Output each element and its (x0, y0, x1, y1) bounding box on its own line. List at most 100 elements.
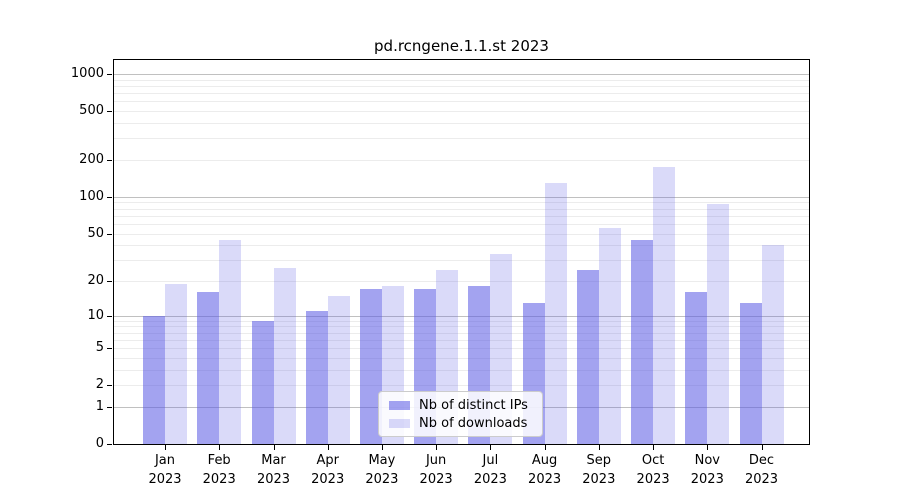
y-tick-1000 (107, 74, 112, 75)
bar-downloads-sep (598, 228, 621, 444)
x-tick-label-oct: Oct 2023 (622, 452, 684, 489)
x-tick-label-sep: Sep 2023 (568, 452, 630, 489)
y-tick-label-100: 100 (79, 188, 104, 204)
y-tick-0 (107, 444, 112, 445)
x-tick-label-apr: Apr 2023 (297, 452, 359, 489)
x-label-year-may: 2023 (365, 471, 399, 487)
gridline-minor-6 (114, 339, 809, 341)
gridline-minor-30 (114, 260, 809, 262)
x-label-month-may: May (368, 453, 396, 468)
bar-downloads-dec (761, 245, 784, 444)
bar-distinct-ips-dec (739, 302, 762, 444)
x-tick-label-aug: Aug 2023 (514, 452, 576, 489)
x-tick-label-dec: Dec 2023 (731, 452, 793, 489)
gridline-minor-50 (114, 233, 809, 235)
x-label-month-jan: Jan (154, 453, 176, 468)
x-label-year-mar: 2023 (256, 471, 291, 487)
x-tick-may (381, 445, 383, 450)
bar-distinct-ips-apr (305, 310, 328, 444)
gridline-minor-7 (114, 332, 809, 334)
gridline-minor-90 (114, 202, 809, 204)
x-tick-label-feb: Feb 2023 (188, 452, 250, 489)
x-label-year-jan: 2023 (148, 471, 182, 487)
x-label-month-apr: Apr (316, 453, 339, 468)
bar-downloads-apr (327, 295, 350, 444)
x-label-year-jul: 2023 (473, 471, 507, 487)
bar-downloads-aug (544, 183, 567, 444)
x-tick-label-jun: Jun 2023 (405, 452, 467, 489)
x-label-month-jun: Jun (425, 453, 447, 468)
gridlines-layer (114, 60, 809, 444)
x-tick-label-mar: Mar 2023 (243, 452, 305, 489)
legend-swatch-distinct-ips (389, 400, 410, 410)
y-tick-label-50: 50 (87, 225, 104, 241)
gridline-minor-600 (114, 101, 809, 103)
x-label-month-jul: Jul (482, 453, 499, 468)
bar-distinct-ips-feb (197, 292, 220, 444)
gridline-minor-20 (114, 281, 809, 282)
bar-downloads-oct (653, 166, 676, 444)
y-tick-label-20: 20 (87, 273, 104, 288)
gridline-minor-9 (114, 320, 809, 322)
y-tick-label-1000: 1000 (70, 66, 104, 81)
x-tick-nov (707, 445, 709, 450)
gridline-minor-400 (114, 123, 809, 124)
gridline-major-1000 (114, 74, 809, 75)
x-tick-label-jan: Jan 2023 (134, 452, 196, 489)
x-label-year-nov: 2023 (690, 471, 724, 487)
x-label-month-sep: Sep (586, 453, 612, 468)
x-tick-label-nov: Nov 2023 (676, 452, 738, 489)
gridline-major-10 (114, 315, 809, 317)
plot-area: Nb of distinct IPs Nb of downloads (113, 59, 810, 445)
y-tick-10 (107, 315, 112, 317)
x-tick-oct (653, 445, 655, 450)
y-tick-label-5: 5 (95, 340, 104, 356)
x-label-year-feb: 2023 (202, 471, 236, 487)
x-label-month-aug: Aug (531, 453, 558, 468)
bars-layer (114, 60, 809, 444)
x-label-year-apr: 2023 (311, 471, 345, 487)
gridline-minor-80 (114, 208, 809, 210)
gridline-minor-500 (114, 111, 809, 113)
bar-distinct-ips-mar (251, 320, 274, 444)
x-tick-dec (761, 445, 763, 450)
legend-item-distinct-ips: Nb of distinct IPs (389, 398, 534, 413)
y-tick-label-500: 500 (79, 103, 104, 119)
gridline-minor-300 (114, 138, 809, 140)
y-tick-label-0: 0 (95, 436, 104, 451)
x-label-year-sep: 2023 (582, 471, 616, 487)
gridline-minor-8 (114, 326, 809, 328)
legend-label-distinct-ips: Nb of distinct IPs (419, 397, 528, 413)
bar-distinct-ips-sep (576, 269, 599, 444)
y-tick-100 (107, 196, 112, 198)
x-label-month-feb: Feb (207, 453, 231, 468)
x-tick-jun (436, 445, 438, 450)
x-label-month-nov: Nov (694, 453, 720, 468)
y-tick-5 (107, 348, 112, 350)
y-tick-50 (107, 233, 112, 235)
bar-distinct-ips-jan (143, 315, 165, 444)
gridline-minor-900 (114, 79, 809, 81)
x-label-year-jun: 2023 (419, 471, 453, 487)
y-tick-label-2: 2 (95, 377, 104, 393)
y-tick-2 (107, 385, 112, 387)
y-tick-200 (107, 160, 112, 161)
x-label-month-mar: Mar (261, 453, 286, 468)
chart-title: pd.rcngene.1.1.st 2023 (374, 37, 549, 55)
legend-label-downloads: Nb of downloads (419, 415, 528, 431)
x-tick-apr (327, 445, 329, 450)
gridline-minor-70 (114, 215, 809, 217)
x-tick-mar (273, 445, 275, 450)
x-tick-sep (598, 445, 600, 450)
y-tick-label-200: 200 (79, 152, 104, 167)
bar-downloads-nov (707, 204, 730, 444)
gridline-minor-200 (114, 160, 809, 161)
gridline-major-100 (114, 196, 809, 198)
x-label-month-dec: Dec (748, 453, 775, 468)
legend-swatch-downloads (389, 418, 410, 428)
gridline-minor-700 (114, 93, 809, 95)
x-label-month-oct: Oct (641, 453, 665, 468)
legend-item-downloads: Nb of downloads (389, 416, 534, 431)
y-tick-500 (107, 111, 112, 113)
